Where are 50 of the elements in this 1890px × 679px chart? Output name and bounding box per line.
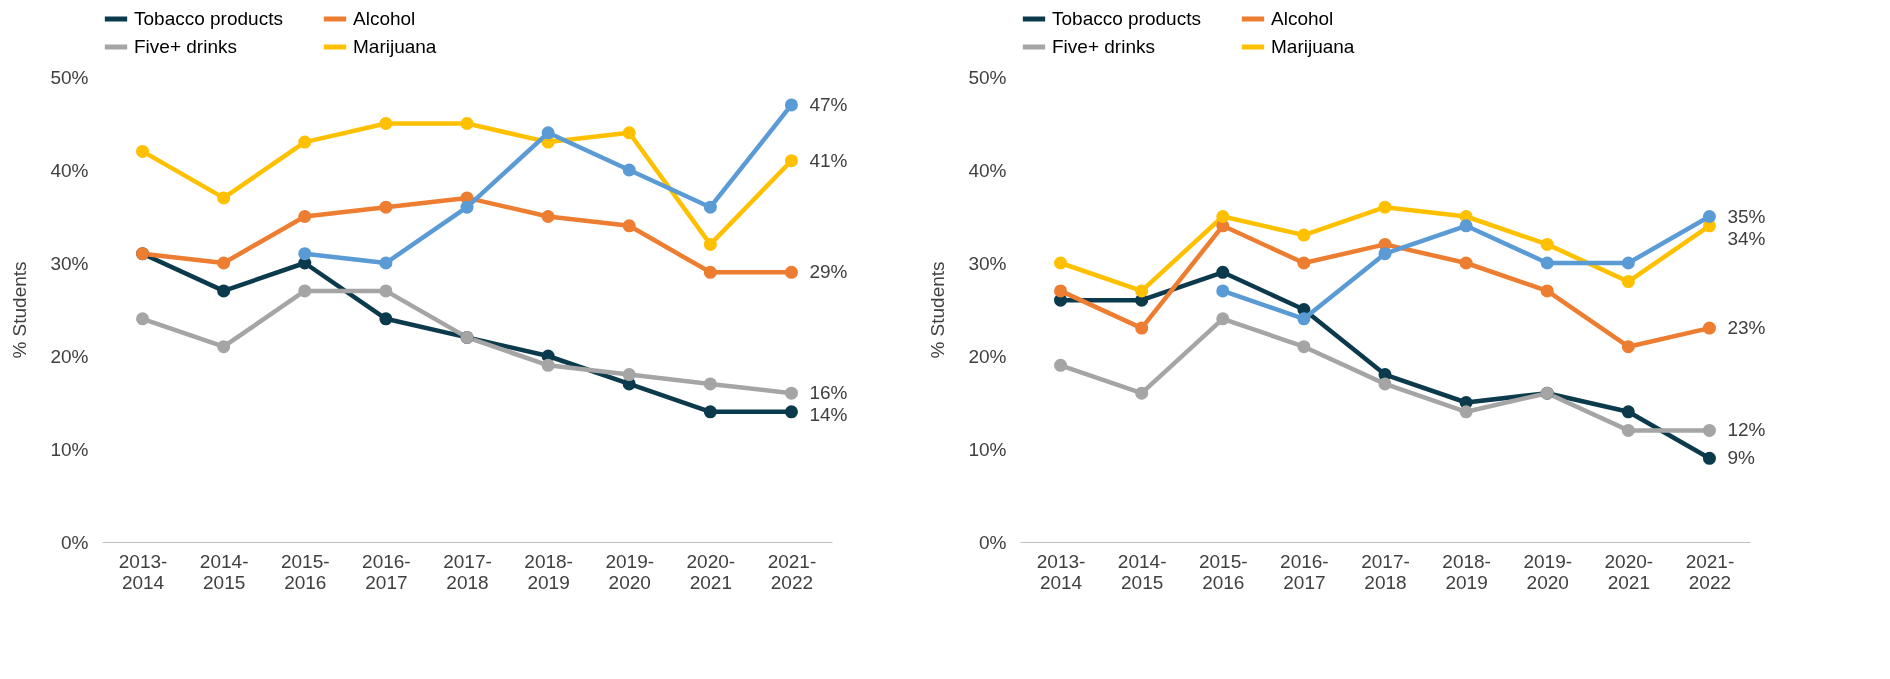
y-tick-label: 10% xyxy=(968,438,1007,460)
y-tick-label: 10% xyxy=(50,438,89,460)
x-tick-label: 2021-2022 xyxy=(1685,550,1735,593)
x-tick-label: 2015-2016 xyxy=(1198,550,1248,593)
x-tick-label: 2018-2019 xyxy=(1442,550,1491,593)
y-tick-label: 40% xyxy=(50,159,89,181)
x-tick-label: 2017-2018 xyxy=(443,550,492,593)
x-tick-label: 2016-2017 xyxy=(1280,550,1329,593)
data-label: 34% xyxy=(1727,227,1766,249)
y-axis-title: % Students xyxy=(927,261,949,359)
legend-label: Five+ drinks xyxy=(134,36,237,57)
data-label: 35% xyxy=(1727,205,1766,227)
y-tick-label: 40% xyxy=(968,159,1007,181)
y-axis-title: % Students xyxy=(9,261,31,359)
x-tick-label: 2014-2015 xyxy=(1117,550,1167,593)
y-tick-label: 20% xyxy=(50,345,89,367)
x-tick-label: 2019-2020 xyxy=(605,550,655,593)
x-tick-label: 2020-2021 xyxy=(1604,550,1654,593)
x-tick-label: 2015-2016 xyxy=(280,550,330,593)
y-tick-label: 30% xyxy=(50,252,89,274)
legend-label: Tobacco products xyxy=(1052,8,1201,29)
y-tick-label: 20% xyxy=(968,345,1007,367)
data-label: 41% xyxy=(809,149,848,171)
y-tick-label: 0% xyxy=(979,531,1007,553)
legend-label: Tobacco products xyxy=(134,8,283,29)
legend-label: Alcohol xyxy=(1271,8,1334,29)
legend-label: Marijuana xyxy=(353,36,437,57)
x-tick-label: 2014-2015 xyxy=(199,550,249,593)
y-tick-label: 50% xyxy=(968,66,1007,88)
y-tick-label: 0% xyxy=(61,531,89,553)
y-tick-label: 30% xyxy=(968,252,1007,274)
data-label: 23% xyxy=(1727,317,1766,339)
x-tick-label: 2020-2021 xyxy=(686,550,736,593)
data-label: 16% xyxy=(809,382,848,404)
x-tick-label: 2019-2020 xyxy=(1523,550,1573,593)
data-label: 29% xyxy=(809,261,848,283)
data-label: 47% xyxy=(809,93,848,115)
data-label: 9% xyxy=(1727,447,1756,469)
x-tick-label: 2021-2022 xyxy=(767,550,817,593)
data-label: 12% xyxy=(1727,419,1766,441)
x-tick-label: 2017-2018 xyxy=(1361,550,1410,593)
data-label: 14% xyxy=(809,404,848,426)
x-tick-label: 2013-2014 xyxy=(118,550,168,593)
x-tick-label: 2018-2019 xyxy=(524,550,573,593)
legend-label: Marijuana xyxy=(1271,36,1355,57)
x-tick-label: 2013-2014 xyxy=(1036,550,1086,593)
legend-label: Five+ drinks xyxy=(1052,36,1155,57)
y-tick-label: 50% xyxy=(50,66,89,88)
legend-label: Alcohol xyxy=(353,8,416,29)
x-tick-label: 2016-2017 xyxy=(362,550,411,593)
